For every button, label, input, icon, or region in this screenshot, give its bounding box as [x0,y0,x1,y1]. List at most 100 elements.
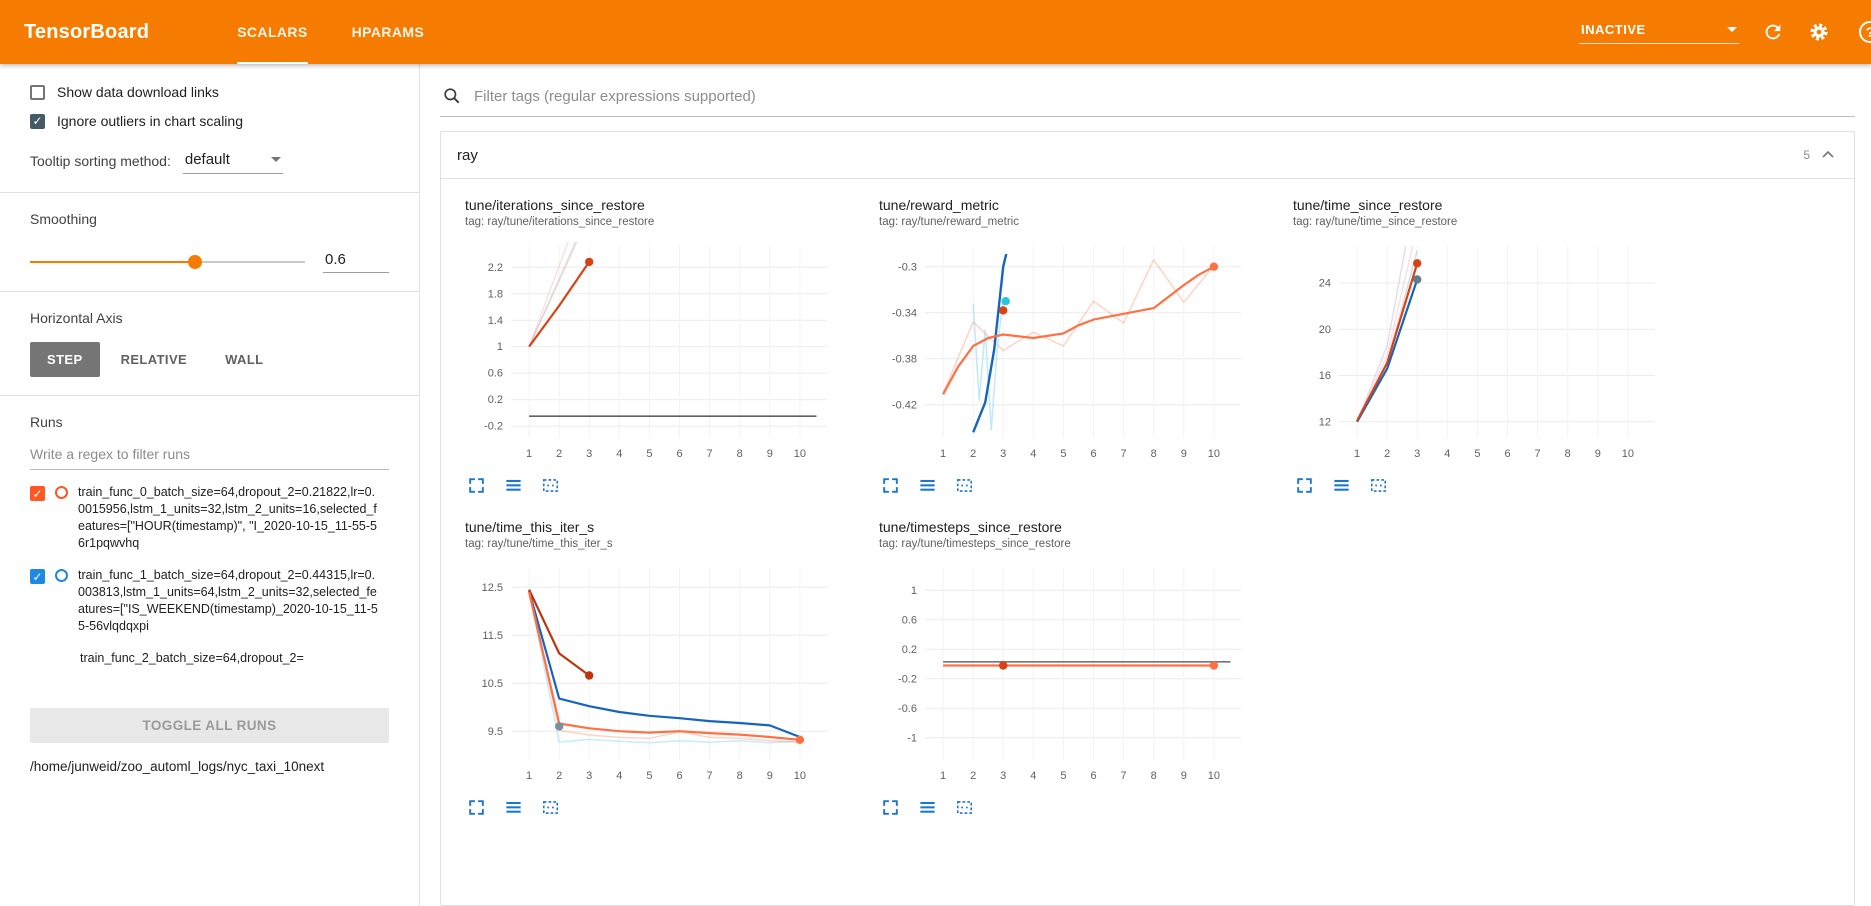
svg-text:1: 1 [526,770,532,782]
svg-text:8: 8 [1565,448,1571,460]
expand-chart-icon[interactable] [881,797,903,817]
fit-domain-icon[interactable] [1369,475,1391,495]
svg-text:5: 5 [646,770,652,782]
expand-chart-icon[interactable] [467,475,489,495]
fit-domain-icon[interactable] [955,797,977,817]
run-radio[interactable] [55,569,68,582]
fit-domain-icon[interactable] [955,475,977,495]
refresh-icon[interactable] [1761,20,1785,44]
runs-list-icon[interactable] [918,797,940,817]
tooltip-sorting-select[interactable]: default [182,151,283,174]
svg-text:?: ? [1866,24,1871,40]
svg-text:16: 16 [1319,370,1331,382]
svg-text:1: 1 [1354,448,1360,460]
runs-list-icon[interactable] [1332,475,1354,495]
svg-text:2.2: 2.2 [488,262,503,274]
smoothing-slider[interactable] [30,255,305,269]
chart-title: tune/iterations_since_restore [465,197,645,213]
svg-text:11.5: 11.5 [482,630,503,642]
smoothing-label: Smoothing [30,211,97,227]
tooltip-sorting-label: Tooltip sorting method: [30,153,171,169]
chart-plot[interactable]: 12 16 20 24 1 2 3 4 5 6 7 8 9 10 [1293,236,1707,471]
run-radio[interactable] [55,486,68,499]
svg-text:8: 8 [1151,770,1157,782]
svg-text:0.6: 0.6 [902,614,917,626]
settings-gear-icon[interactable] [1807,20,1831,44]
svg-text:0.2: 0.2 [488,394,503,406]
expand-chart-icon[interactable] [1295,475,1317,495]
help-icon[interactable]: ? [1858,20,1871,44]
chart-plot[interactable]: 9.5 10.5 11.5 12.5 1 2 3 4 5 6 7 8 9 10 [465,558,879,793]
ignore-outliers-label: Ignore outliers in chart scaling [57,113,243,129]
runs-list: train_func_0_batch_size=64,dropout_2=0.2… [30,484,389,706]
runs-filter-input[interactable] [30,440,389,470]
toggle-all-runs-button[interactable]: TOGGLE ALL RUNS [30,708,389,743]
show-download-links-row[interactable]: Show data download links [30,84,389,100]
chart-toolbar [465,475,879,495]
run-item[interactable]: train_func_2_batch_size=64,dropout_2= [80,650,389,667]
chart-plot[interactable]: -0.2 0.2 0.6 1 1.4 1.8 2.2 1 2 3 4 5 6 7 8 9 10 [465,236,879,471]
svg-text:12: 12 [1319,416,1331,428]
svg-text:1: 1 [940,448,946,460]
charts-grid: tune/iterations_since_restore tag: ray/t… [441,179,1854,835]
chart-title: tune/time_this_iter_s [465,519,595,535]
svg-text:24: 24 [1319,278,1331,290]
svg-text:2: 2 [970,448,976,460]
svg-text:6: 6 [676,448,682,460]
svg-text:5: 5 [1060,448,1066,460]
chevron-up-icon[interactable] [1818,145,1838,165]
svg-text:9: 9 [1181,448,1187,460]
svg-text:3: 3 [1414,448,1420,460]
svg-text:7: 7 [1535,448,1541,460]
axis-wall-button[interactable]: WALL [225,352,264,367]
svg-text:1: 1 [911,585,917,597]
chart-plot[interactable]: -0.42 -0.38 -0.34 -0.3 1 2 3 4 5 6 7 8 9 10 [879,236,1293,471]
ignore-outliers-row[interactable]: Ignore outliers in chart scaling [30,113,389,129]
tab-hparams[interactable]: HPARAMS [351,24,425,40]
app-title: TensorBoard [24,20,150,43]
run-checkbox[interactable] [30,569,45,584]
axis-relative-button[interactable]: RELATIVE [120,352,188,367]
run-item[interactable]: train_func_1_batch_size=64,dropout_2=0.4… [30,567,389,635]
runs-list-icon[interactable] [918,475,940,495]
chevron-down-icon [1727,27,1737,32]
run-checkbox[interactable] [30,486,45,501]
svg-text:4: 4 [616,448,622,460]
svg-text:4: 4 [1444,448,1450,460]
fit-domain-icon[interactable] [541,475,563,495]
expand-chart-icon[interactable] [467,797,489,817]
svg-text:4: 4 [1030,448,1036,460]
svg-text:10: 10 [1208,448,1220,460]
main-tabs: SCALARS HPARAMS [237,0,424,64]
divider [0,192,419,193]
svg-text:7: 7 [707,448,713,460]
tab-scalars[interactable]: SCALARS [237,0,309,64]
svg-text:1.8: 1.8 [488,288,503,300]
ignore-outliers-checkbox[interactable] [30,113,45,129]
tag-group-meta: 5 [1803,145,1838,165]
smoothing-control: 0.6 [30,251,389,273]
show-download-links-checkbox[interactable] [30,84,45,100]
tooltip-sorting-value: default [184,151,230,168]
runs-list-icon[interactable] [504,475,526,495]
svg-text:7: 7 [1121,770,1127,782]
smoothing-value[interactable]: 0.6 [323,251,389,273]
svg-text:10: 10 [794,770,806,782]
expand-chart-icon[interactable] [881,475,903,495]
chevron-down-icon [270,157,281,162]
reload-status-dropdown[interactable]: INACTIVE [1579,20,1739,44]
run-item[interactable]: train_func_0_batch_size=64,dropout_2=0.2… [30,484,389,552]
tag-filter-input[interactable] [474,87,1849,105]
fit-domain-icon[interactable] [541,797,563,817]
show-download-links-label: Show data download links [57,84,219,100]
chart-title: tune/reward_metric [879,197,999,213]
svg-text:3: 3 [1000,448,1006,460]
chart-plot[interactable]: -1 -0.6 -0.2 0.2 0.6 1 1 2 3 4 5 6 7 8 9 10 [879,558,1293,793]
runs-list-icon[interactable] [504,797,526,817]
tag-group-header[interactable]: ray 5 [441,132,1854,179]
smoothing-slider-knob[interactable] [188,255,202,269]
svg-text:7: 7 [707,770,713,782]
chart-tag: tag: ray/tune/timesteps_since_restore [879,538,1071,550]
axis-step-button[interactable]: STEP [30,342,100,377]
svg-text:9.5: 9.5 [488,726,503,738]
